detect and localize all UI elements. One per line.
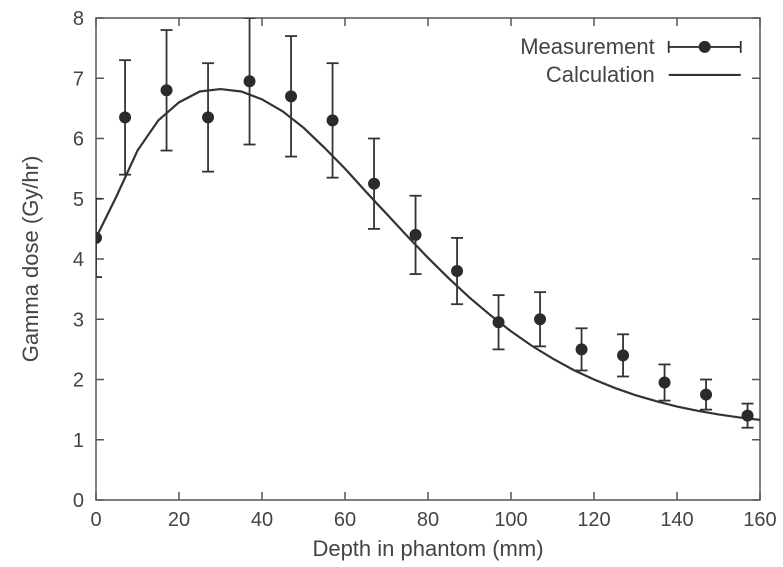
y-tick-label: 4 xyxy=(73,249,84,271)
measurement-point xyxy=(659,377,670,388)
y-axis-label: Gamma dose (Gy/hr) xyxy=(18,156,43,363)
x-tick-label: 120 xyxy=(577,509,610,531)
measurement-point xyxy=(701,389,712,400)
gamma-dose-chart: 0 20 40 60 80 100 120 140 160 0 1 2 3 4 5 6 7 8 Depth in… xyxy=(0,0,783,567)
legend-label: Calculation xyxy=(546,62,655,87)
x-tick-label: 160 xyxy=(743,509,776,531)
measurement-point xyxy=(410,229,421,240)
y-tick-label: 1 xyxy=(73,430,84,452)
measurement-point xyxy=(161,85,172,96)
measurement-point xyxy=(91,232,102,243)
x-tick-label: 140 xyxy=(660,509,693,531)
y-tick-label: 6 xyxy=(73,129,84,151)
x-tick-label: 100 xyxy=(494,509,527,531)
measurement-point xyxy=(327,115,338,126)
measurement-point xyxy=(742,410,753,421)
calculation-line xyxy=(96,89,760,420)
legend-sample-marker xyxy=(699,41,710,52)
y-tick-label: 0 xyxy=(73,490,84,512)
x-tick-label: 80 xyxy=(417,509,439,531)
measurement-point xyxy=(120,112,131,123)
y-tick-label: 3 xyxy=(73,309,84,331)
y-tick-label: 8 xyxy=(73,8,84,30)
measurement-point xyxy=(535,314,546,325)
x-tick-label: 40 xyxy=(251,509,273,531)
measurement-point xyxy=(618,350,629,361)
y-tick-label: 2 xyxy=(73,370,84,392)
x-tick-label: 0 xyxy=(90,509,101,531)
x-axis-label: Depth in phantom (mm) xyxy=(312,536,543,561)
measurement-point xyxy=(203,112,214,123)
measurement-point xyxy=(493,317,504,328)
legend: Measurement Calculation xyxy=(520,34,741,87)
x-tick-label: 20 xyxy=(168,509,190,531)
x-tick-label: 60 xyxy=(334,509,356,531)
measurement-point xyxy=(576,344,587,355)
y-tick-label: 7 xyxy=(73,68,84,90)
legend-label: Measurement xyxy=(520,34,655,59)
measurement-point xyxy=(452,266,463,277)
measurement-point xyxy=(286,91,297,102)
y-tick-label: 5 xyxy=(73,189,84,211)
measurement-point xyxy=(369,178,380,189)
measurement-point xyxy=(244,76,255,87)
